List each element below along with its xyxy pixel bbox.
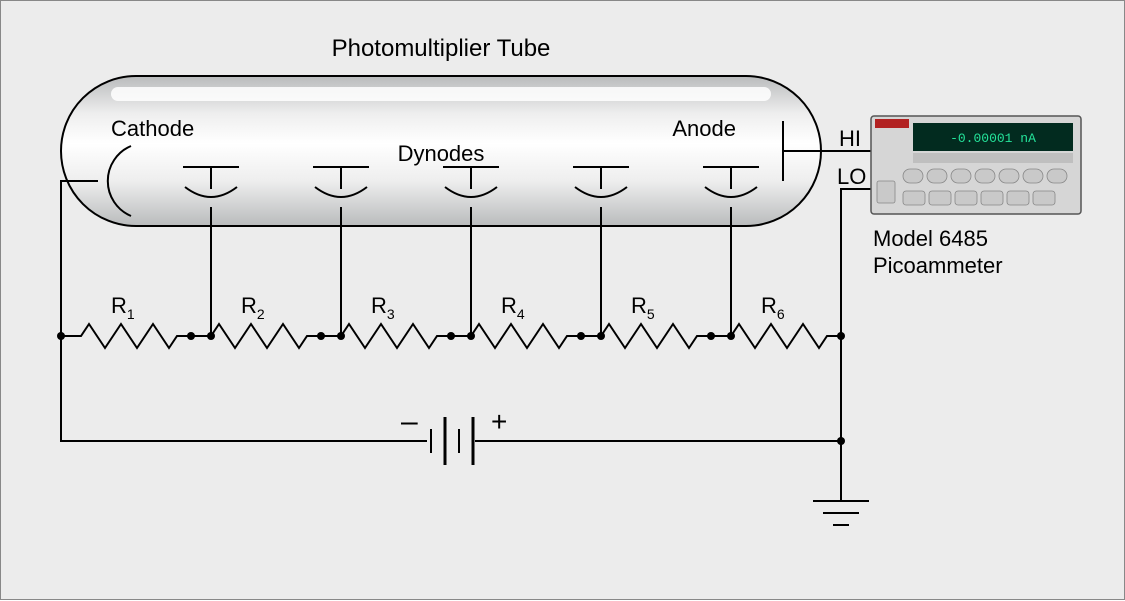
cathode-label: Cathode (111, 116, 194, 141)
meter-label-strip (913, 153, 1073, 163)
battery-plus-label: + (491, 406, 507, 437)
tube-highlight (111, 87, 771, 101)
r4-label: R4 (501, 293, 525, 322)
anode-label: Anode (672, 116, 736, 141)
battery-left-wire (61, 336, 427, 441)
r5-label: R5 (631, 293, 655, 322)
r3-label: R3 (371, 293, 395, 322)
meter-caption-1: Model 6485 (873, 226, 988, 251)
battery-minus-label: – (401, 405, 418, 438)
dynode-junction-nodes (207, 332, 735, 340)
ground-symbol (813, 501, 869, 525)
junction-nodes (57, 332, 845, 445)
meter-brand-tab (875, 119, 909, 128)
meter-caption-2: Picoammeter (873, 253, 1003, 278)
r6-label: R6 (761, 293, 785, 322)
picoammeter: -0.00001 nA (871, 116, 1081, 214)
circuit-svg: Photomultiplier Tube Cathode Dynodes (1, 1, 1125, 601)
title-label: Photomultiplier Tube (332, 35, 551, 62)
hi-label: HI (839, 126, 861, 151)
lo-lead (841, 189, 871, 336)
dynodes-label: Dynodes (398, 141, 485, 166)
battery-symbol (431, 417, 473, 465)
r1-label: R1 (111, 293, 135, 322)
meter-display-value: -0.00001 nA (950, 131, 1036, 146)
lo-label: LO (837, 164, 866, 189)
r2-label: R2 (241, 293, 265, 322)
resistor-labels: R1 R2 R3 R4 R5 R6 (111, 293, 785, 322)
diagram-frame: Photomultiplier Tube Cathode Dynodes (0, 0, 1125, 600)
